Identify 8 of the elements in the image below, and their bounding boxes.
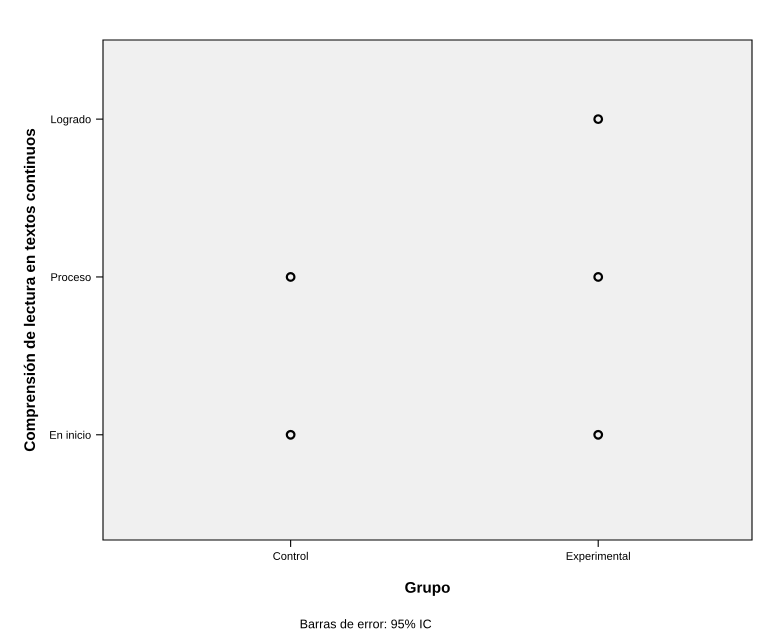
text: Barras de error: 95% IC — [300, 619, 432, 628]
x-tick-label: Control — [273, 552, 308, 560]
category-label: Logrado — [51, 115, 91, 126]
category-label: Proceso — [51, 273, 91, 282]
category-label: En inicio — [50, 430, 91, 439]
x-tick-label: Experimental — [566, 552, 630, 562]
y-axis-title: Comprensión de lectura en textos continuos — [24, 128, 38, 452]
x-axis-title: Grupo — [405, 582, 450, 596]
